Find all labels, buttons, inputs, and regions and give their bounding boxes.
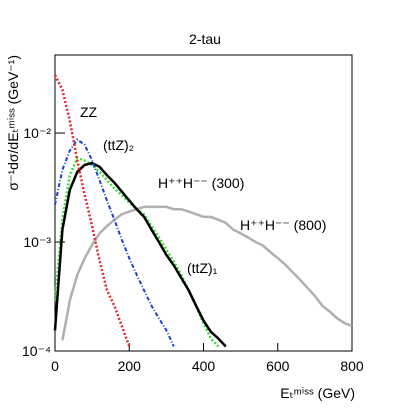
series-line [53,161,227,348]
x-tick-label: 400 [192,358,216,374]
x-tick-label: 0 [51,358,59,374]
series-line [53,74,131,347]
x-tick-label: 200 [118,358,142,374]
x-tick-label: 600 [266,358,290,374]
y-tick-label: 10⁻² [23,125,51,141]
series-label: (ttZ)₁ [187,260,218,276]
series-label: ZZ [80,104,98,120]
y-tick-label: 10⁻⁴ [22,343,51,359]
x-tick-label: 800 [340,358,364,374]
series-label: H⁺⁺H⁻⁻ (300) [158,175,244,191]
y-tick-label: 10⁻³ [23,234,51,250]
x-axis-label: Eₜᵐⁱˢˢ (GeV) [280,385,355,401]
series-line [54,138,175,347]
series-label: (ttZ)₂ [103,137,134,153]
series-line [61,205,353,341]
chart-title: 2-tau [189,31,221,47]
series-label: H⁺⁺H⁻⁻ (800) [240,217,326,233]
y-axis-label: σ⁻¹dσ/dEₜᵐⁱˢˢ (GeV⁻¹) [5,55,21,191]
